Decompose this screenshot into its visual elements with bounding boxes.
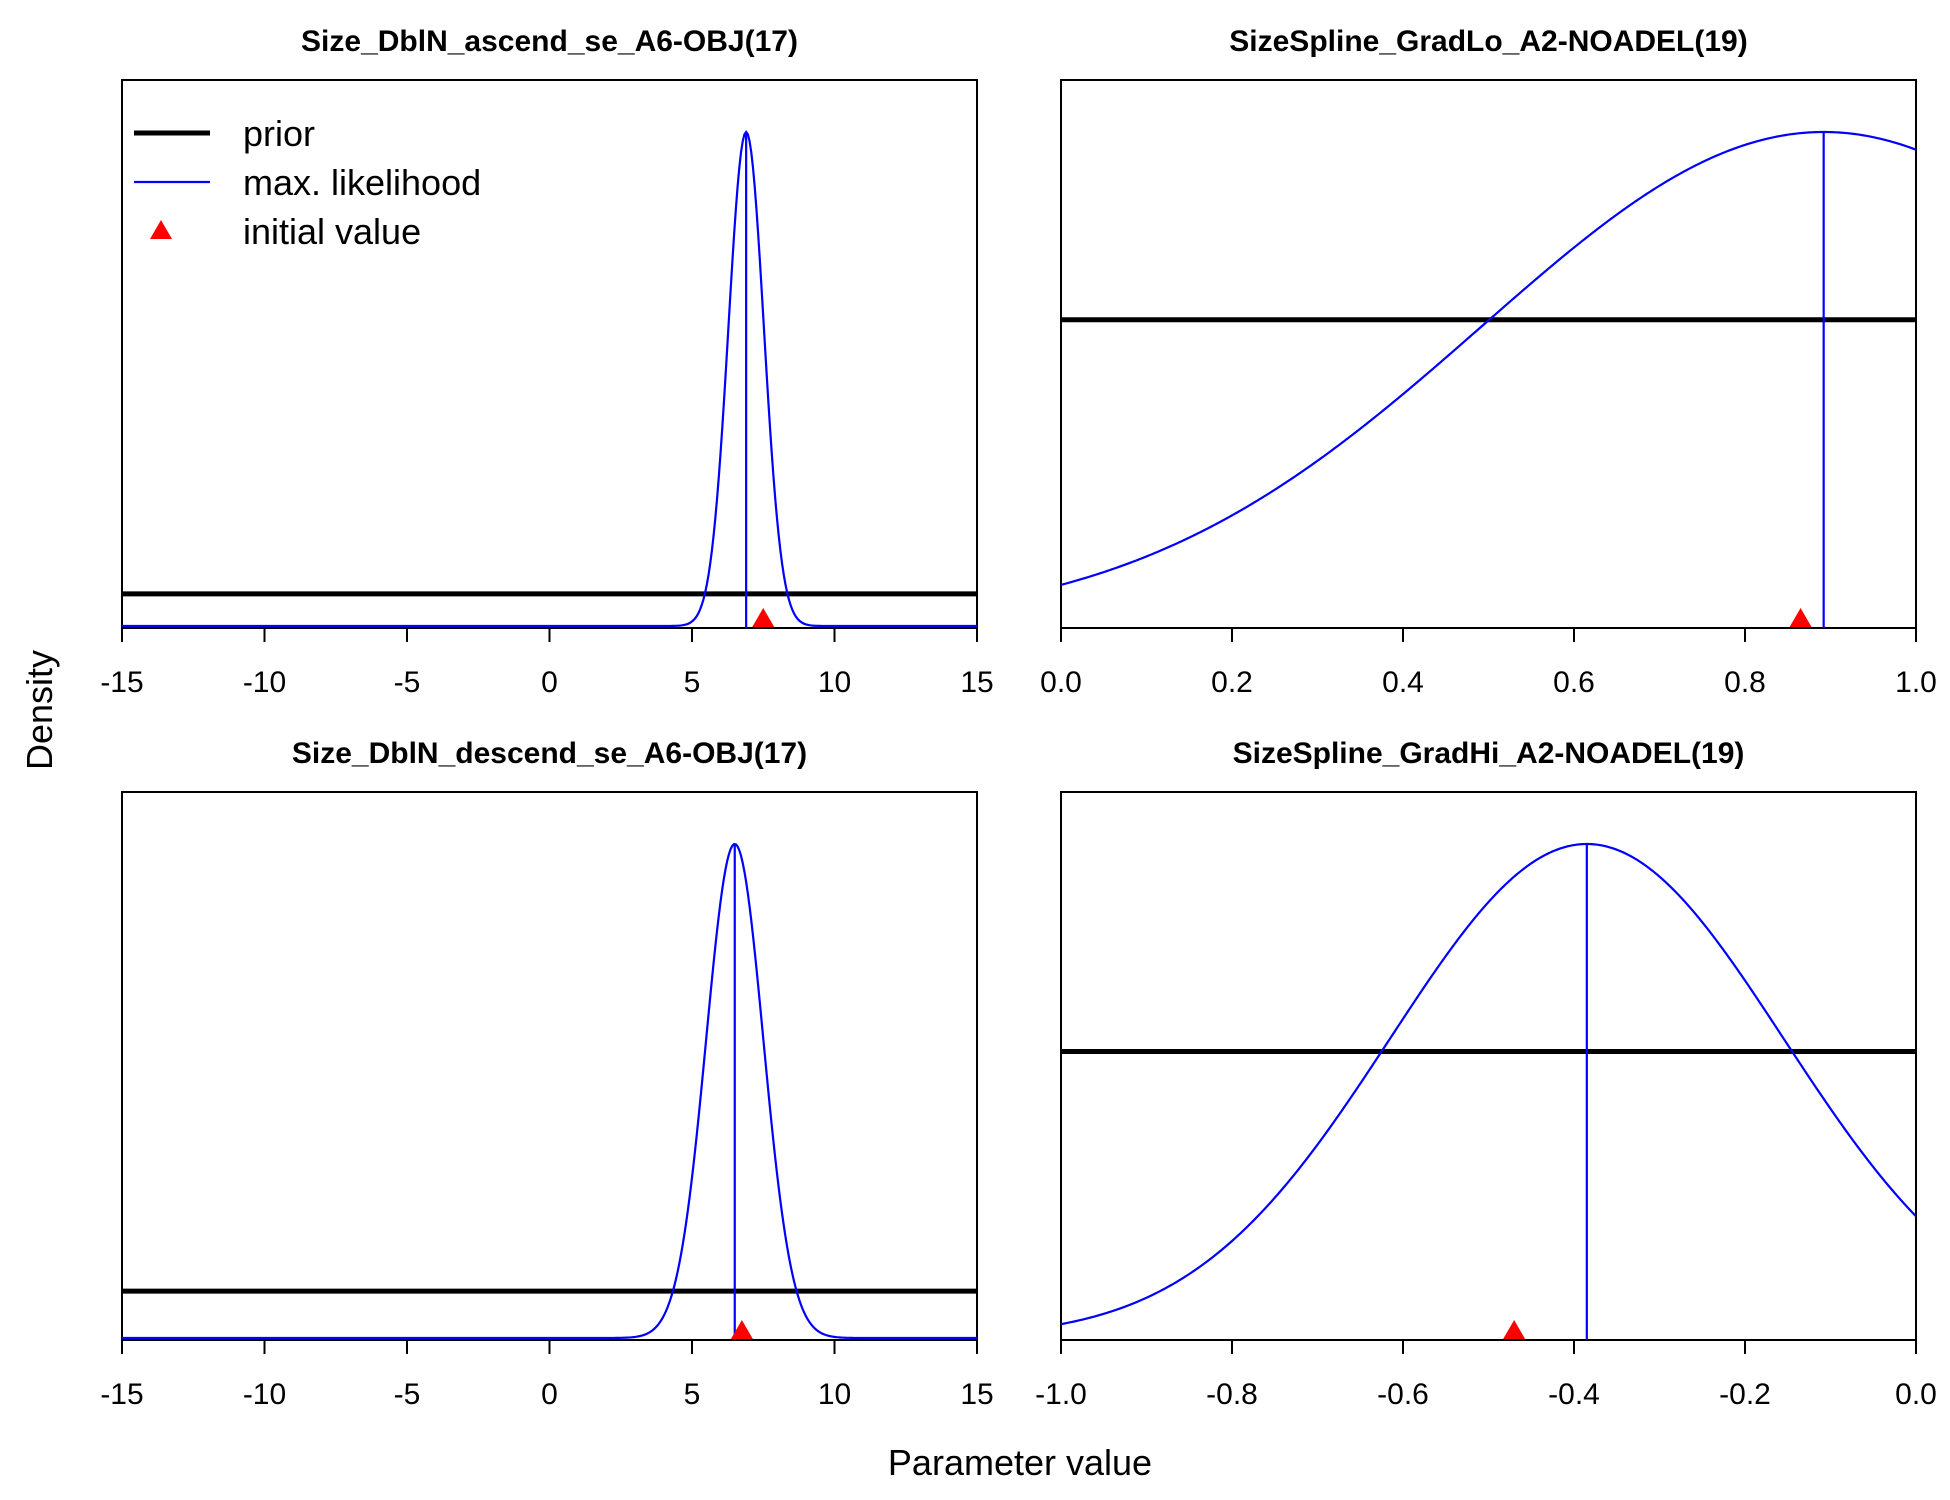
- initial-value-marker: [730, 1320, 753, 1339]
- x-axis-title: Parameter value: [888, 1442, 1152, 1483]
- panel-title: Size_DblN_descend_se_A6-OBJ(17): [292, 737, 807, 770]
- chart-panel-4: SizeSpline_GradHi_A2-NOADEL(19) -1.0 -0.8 -…: [1035, 737, 1937, 1411]
- x-tick-label: -5: [394, 666, 421, 699]
- x-tick-label: -10: [243, 666, 286, 699]
- x-tick-label: 1.0: [1895, 666, 1937, 699]
- likelihood-curve: [1060, 130, 1917, 586]
- legend-label: max. likelihood: [243, 162, 481, 203]
- x-tick-label: 0.2: [1211, 666, 1253, 699]
- panel-title: SizeSpline_GradHi_A2-NOADEL(19): [1233, 737, 1745, 770]
- x-tick-label: 10: [818, 1378, 851, 1411]
- plot-frame: [1060, 791, 1917, 1341]
- plot-frame: [121, 791, 978, 1341]
- x-tick-label: 0.8: [1724, 666, 1766, 699]
- x-tick-label: -10: [243, 1378, 286, 1411]
- x-tick-label: 5: [684, 666, 701, 699]
- x-tick-label: 0.0: [1040, 666, 1082, 699]
- likelihood-curve: [122, 842, 977, 1340]
- legend-swatch-3: [150, 220, 172, 239]
- x-tick-label: -1.0: [1035, 1378, 1087, 1411]
- plot-frame: [1060, 79, 1917, 629]
- x-tick-label: 0: [541, 666, 558, 699]
- x-tick-label: 0.4: [1382, 666, 1424, 699]
- x-tick-label: 10: [818, 666, 851, 699]
- chart-panel-1: Size_DblN_ascend_se_A6-OBJ(17) -15 -10 -5 0 5…: [100, 25, 993, 699]
- chart-panel-2: SizeSpline_GradLo_A2-NOADEL(19) 0.0 0.2 0.4…: [1040, 25, 1937, 699]
- initial-value-marker: [1503, 1320, 1526, 1339]
- legend-label: prior: [243, 113, 315, 154]
- panels-container: Size_DblN_ascend_se_A6-OBJ(17) -15 -10 -5 0 5…: [100, 25, 1937, 1411]
- x-tick-label: -5: [394, 1378, 421, 1411]
- x-tick-label: -15: [100, 666, 143, 699]
- x-tick-label: -0.8: [1206, 1378, 1258, 1411]
- x-tick-label: 5: [684, 1378, 701, 1411]
- legend-label: initial value: [243, 211, 421, 252]
- initial-value-marker: [752, 608, 775, 627]
- x-tick-label: 15: [960, 666, 993, 699]
- panel-title: SizeSpline_GradLo_A2-NOADEL(19): [1229, 25, 1747, 58]
- x-tick-label: 0: [541, 1378, 558, 1411]
- x-tick-label: 0.0: [1895, 1378, 1937, 1411]
- y-axis-title: Density: [19, 650, 60, 770]
- x-tick-label: -15: [100, 1378, 143, 1411]
- legend: prior max. likelihood initial value: [134, 113, 481, 252]
- x-tick-label: -0.2: [1719, 1378, 1771, 1411]
- initial-value-marker: [1789, 608, 1812, 627]
- likelihood-curve: [122, 130, 977, 628]
- x-tick-label: -0.6: [1377, 1378, 1429, 1411]
- x-tick-label: -0.4: [1548, 1378, 1600, 1411]
- panel-title: Size_DblN_ascend_se_A6-OBJ(17): [301, 25, 798, 58]
- likelihood-curve: [1060, 842, 1917, 1326]
- chart-panel-3: Size_DblN_descend_se_A6-OBJ(17) -15 -10 -5 0…: [100, 737, 993, 1411]
- x-tick-label: 15: [960, 1378, 993, 1411]
- x-tick-label: 0.6: [1553, 666, 1595, 699]
